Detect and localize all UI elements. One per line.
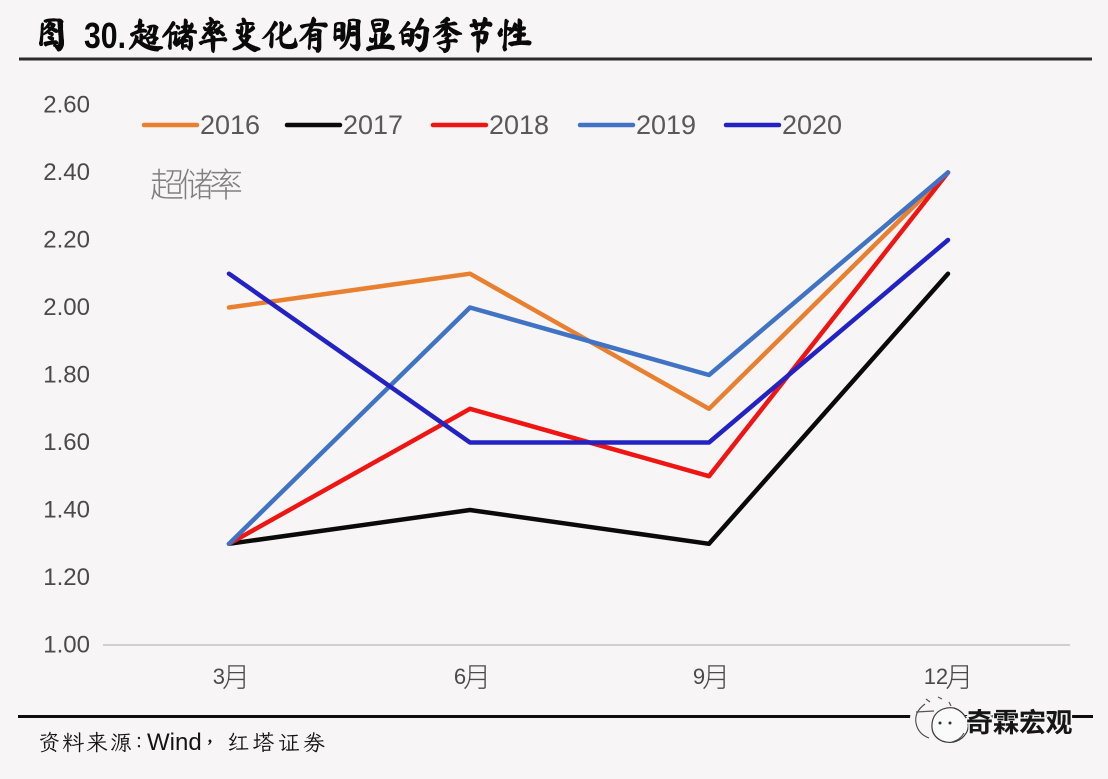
svg-text:1.80: 1.80 (43, 362, 90, 389)
svg-text:2.20: 2.20 (43, 227, 90, 254)
svg-text:1.00: 1.00 (43, 632, 90, 659)
svg-text:12: 12 (924, 664, 948, 689)
svg-text:2.60: 2.60 (43, 92, 90, 119)
svg-text:2016: 2016 (200, 110, 260, 140)
svg-text:2.40: 2.40 (43, 159, 90, 186)
svg-text:2020: 2020 (782, 110, 842, 140)
svg-text:1.40: 1.40 (43, 497, 90, 524)
svg-text:1.20: 1.20 (43, 564, 90, 591)
svg-text:2019: 2019 (636, 110, 696, 140)
svg-text:30.: 30. (84, 15, 126, 56)
svg-text:2017: 2017 (343, 110, 403, 140)
svg-text:6: 6 (454, 664, 466, 689)
svg-text:2.00: 2.00 (43, 294, 90, 321)
svg-text:2018: 2018 (489, 110, 549, 140)
svg-text:9: 9 (693, 664, 705, 689)
svg-text:1.60: 1.60 (43, 429, 90, 456)
svg-text:3: 3 (213, 664, 225, 689)
svg-text:Wind: Wind (147, 729, 202, 756)
